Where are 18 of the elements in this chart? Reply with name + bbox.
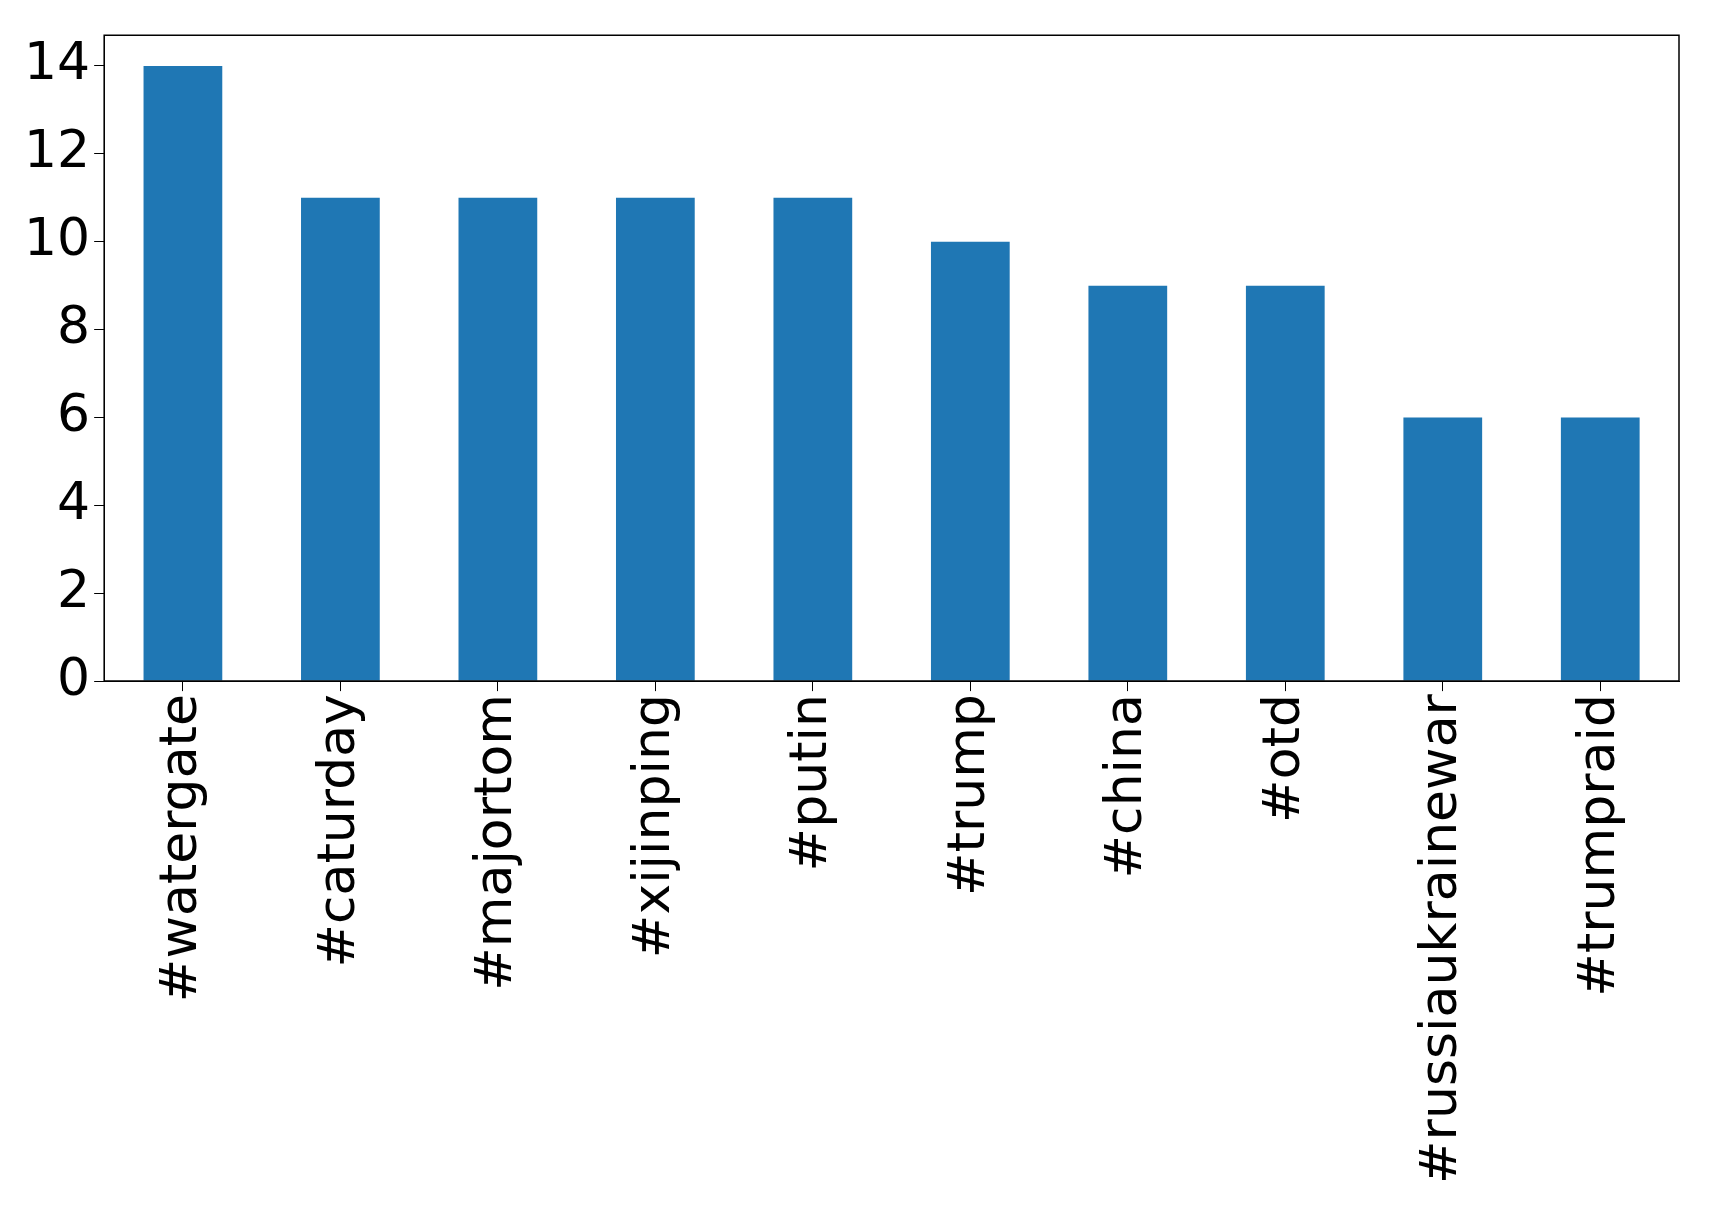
x-tick-label: #putin <box>778 694 839 872</box>
x-tick-label: #china <box>1093 694 1154 879</box>
x-tick-label: #otd <box>1250 694 1311 823</box>
y-tick-label: 0 <box>57 646 91 707</box>
x-tick-label: #xijinping <box>620 694 681 959</box>
y-tick-label: 2 <box>57 558 91 619</box>
y-tick-label: 4 <box>57 470 91 531</box>
x-tick-label: #trumpraid <box>1565 694 1626 997</box>
x-tick-label: #russiaukrainewar <box>1408 693 1469 1184</box>
x-tick-label: #majortom <box>463 694 524 991</box>
y-tick-label: 12 <box>24 119 91 180</box>
y-tick-label: 14 <box>24 31 91 92</box>
y-tick-label: 10 <box>24 207 91 268</box>
y-tick-label: 6 <box>57 382 91 443</box>
x-tick-label: #watergate <box>148 694 209 1003</box>
x-tick-label: #trump <box>935 694 996 897</box>
y-tick-label: 8 <box>57 295 91 356</box>
x-tick-label: #caturday <box>305 694 366 968</box>
